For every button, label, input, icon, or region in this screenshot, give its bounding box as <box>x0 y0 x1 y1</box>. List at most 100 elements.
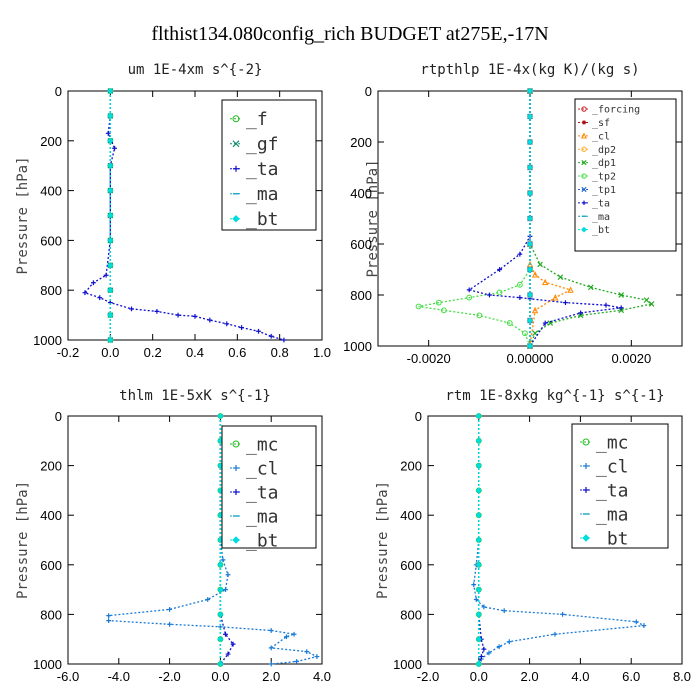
legend-label: _cl <box>246 458 279 479</box>
data-point <box>175 312 181 318</box>
legend-label: _ta <box>592 198 610 209</box>
data-point <box>268 628 274 633</box>
legend: _mc _cl _ta _ma _bt <box>221 425 317 551</box>
data-point <box>217 586 224 593</box>
x-tick-label: 0.6 <box>228 345 246 360</box>
data-point <box>542 320 548 326</box>
y-tick-label: 600 <box>400 558 422 573</box>
data-point <box>643 297 650 303</box>
legend-marker <box>581 173 587 179</box>
y-tick-label: 1000 <box>393 657 422 672</box>
data-point <box>107 137 114 144</box>
data-point <box>567 286 574 293</box>
data-point <box>475 487 482 494</box>
y-tick-label: 200 <box>40 134 62 149</box>
x-tick-label: -2.0 <box>158 669 180 684</box>
x-tick-label: 0.0 <box>211 669 229 684</box>
legend-marker <box>581 146 587 152</box>
data-point <box>578 310 584 316</box>
data-point <box>207 317 213 323</box>
data-point <box>481 604 487 610</box>
data-point <box>496 289 503 296</box>
data-point <box>475 561 482 568</box>
data-point <box>475 636 482 643</box>
data-point <box>648 301 655 307</box>
data-point <box>192 313 198 319</box>
data-point <box>476 312 483 319</box>
y-tick-label: 400 <box>350 186 372 201</box>
data-point <box>478 654 484 659</box>
data-point <box>167 621 172 627</box>
x-tick-label: 1.0 <box>313 345 331 360</box>
legend-label: _ma <box>246 184 279 205</box>
legend-marker <box>233 465 239 471</box>
legend: _f _gf _ta _ma _bt <box>221 99 317 231</box>
data-point <box>481 646 487 652</box>
data-point <box>129 306 134 312</box>
x-tick-label: -4.0 <box>108 669 130 684</box>
legend-marker <box>583 487 589 493</box>
legend-label: _ma <box>596 504 629 525</box>
data-point <box>475 536 482 544</box>
data-point <box>107 262 114 269</box>
data-point <box>526 317 534 324</box>
data-point <box>466 287 472 293</box>
legend-marker <box>580 132 588 139</box>
data-point <box>526 113 534 120</box>
y-axis-label: Pressure [hPa] <box>15 156 31 274</box>
data-point <box>496 644 502 650</box>
data-point <box>475 611 482 618</box>
data-point <box>217 561 224 568</box>
data-point <box>217 660 224 668</box>
data-point <box>526 138 534 146</box>
data-point <box>526 240 534 248</box>
data-point <box>154 308 160 314</box>
data-point <box>223 631 228 637</box>
legend-label: _ta <box>246 482 279 503</box>
legend-marker <box>581 106 587 112</box>
legend-marker <box>232 536 240 544</box>
legend-marker <box>232 215 240 223</box>
data-point <box>506 320 513 326</box>
figure-title: flthist134.080config_rich BUDGET at275E,… <box>151 23 548 45</box>
x-tick-label: 4.0 <box>313 669 331 684</box>
data-point <box>268 645 274 651</box>
data-point <box>475 412 482 420</box>
data-point <box>91 280 96 286</box>
legend-marker <box>233 489 239 495</box>
y-tick-label: 600 <box>40 233 62 248</box>
y-tick-label: 400 <box>400 508 422 523</box>
legend-marker <box>232 115 240 123</box>
data-point <box>217 636 224 643</box>
data-point <box>107 187 114 194</box>
x-tick-label: 8.0 <box>673 669 691 684</box>
data-point <box>466 294 473 301</box>
y-tick-label: 800 <box>40 283 62 298</box>
legend-label: _ma <box>592 212 610 223</box>
data-point <box>517 251 523 257</box>
data-point <box>587 284 594 291</box>
data-point <box>107 87 114 95</box>
data-point <box>526 164 534 171</box>
data-point <box>641 623 647 628</box>
chart-panel-1: um 1E-4xm s^{-2} Pressure [hPa] -0.2 0.0 0.2… <box>15 62 331 360</box>
x-tick-label: 2.0 <box>521 669 539 684</box>
data-point <box>224 321 230 327</box>
data-point <box>486 650 492 656</box>
x-tick-label: 6.0 <box>622 669 640 684</box>
y-tick-label: 600 <box>350 237 372 252</box>
y-tick-label: 1000 <box>33 657 62 672</box>
data-point <box>304 649 310 654</box>
data-point <box>537 261 543 268</box>
data-point <box>107 212 114 219</box>
data-point <box>97 295 103 301</box>
x-tick-label: -6.0 <box>57 669 79 684</box>
legend-label: _bt <box>596 528 629 549</box>
legend-label: _bt <box>246 209 279 230</box>
data-point <box>526 189 534 197</box>
legend-label: _dp2 <box>592 145 616 156</box>
series-line <box>467 91 622 347</box>
data-point <box>107 162 114 169</box>
plot-frame <box>427 415 683 665</box>
data-point <box>526 215 534 222</box>
